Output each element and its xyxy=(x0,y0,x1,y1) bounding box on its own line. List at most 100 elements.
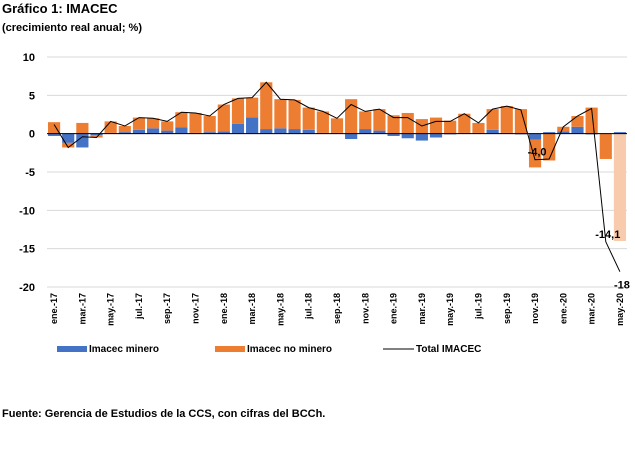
x-tick-label: ene.-19 xyxy=(389,293,399,324)
legend-label-total: Total IMACEC xyxy=(416,344,481,355)
x-tick-label: ene.-20 xyxy=(558,293,568,324)
bar-no-minero xyxy=(147,118,160,129)
x-axis-ticks: ene.-17 mar.-17 may.-17 jul.-17 sep.-17 nov.-… xyxy=(49,293,625,326)
bar-minero xyxy=(486,129,499,134)
bar-no-minero xyxy=(203,116,216,133)
bar-minero xyxy=(260,129,273,134)
bar-no-minero xyxy=(599,133,612,159)
bar-minero xyxy=(62,133,75,143)
bar-no-minero xyxy=(90,135,103,138)
x-tick-label: nov.-18 xyxy=(360,293,370,324)
bar-no-minero xyxy=(246,97,259,118)
bar-minero xyxy=(528,133,542,140)
y-tick-label: -20 xyxy=(19,282,35,294)
bar-no-minero xyxy=(387,115,400,134)
bar-no-minero xyxy=(557,126,570,132)
bar-no-minero xyxy=(486,109,499,130)
bar-minero xyxy=(415,133,428,141)
x-tick-label: sep.-19 xyxy=(502,293,512,324)
bar-minero xyxy=(543,132,556,134)
bar-no-minero xyxy=(373,109,386,131)
bar-minero xyxy=(175,127,188,134)
bar-no-minero xyxy=(359,111,372,130)
bar-no-minero xyxy=(288,99,301,130)
total-line xyxy=(53,81,621,272)
bar-minero xyxy=(47,133,61,136)
bar-minero xyxy=(246,117,259,134)
bar-no-minero xyxy=(161,121,174,131)
y-tick-label: -5 xyxy=(25,167,35,179)
y-tick-label: 0 xyxy=(29,129,35,141)
bar-no-minero xyxy=(302,107,315,130)
bar-minero xyxy=(132,129,146,134)
x-tick-label: may.-18 xyxy=(275,293,285,326)
bar-minero xyxy=(345,133,358,140)
data-label: -18 xyxy=(614,280,630,292)
x-tick-label: may.-19 xyxy=(445,293,455,326)
x-tick-label: jul.-19 xyxy=(473,293,483,320)
x-tick-label: sep.-18 xyxy=(332,293,342,324)
bar-no-minero xyxy=(528,139,542,168)
bar-minero xyxy=(90,133,103,136)
bar-no-minero xyxy=(330,118,344,133)
x-tick-label: ene.-18 xyxy=(219,293,229,324)
bar-no-minero xyxy=(500,106,513,133)
legend: Imacec minero Imacec no minero Total IMA… xyxy=(57,344,481,355)
data-labels: -4,0 -14,1 -18 xyxy=(528,147,630,292)
grid-lines xyxy=(47,56,627,288)
bar-no-minero xyxy=(613,133,627,241)
bar-no-minero xyxy=(260,82,273,130)
bar-no-minero xyxy=(118,126,131,133)
bar-no-minero xyxy=(514,109,527,134)
bar-no-minero xyxy=(585,107,598,134)
x-tick-label: ene.-17 xyxy=(49,293,59,324)
x-tick-label: mar.-20 xyxy=(587,293,597,325)
x-tick-label: may.-17 xyxy=(106,293,116,326)
bar-no-minero xyxy=(401,112,414,134)
bar-minero xyxy=(557,131,570,134)
x-tick-label: mar.-17 xyxy=(77,293,87,325)
bar-no-minero xyxy=(189,112,202,133)
bar-no-minero xyxy=(571,116,584,127)
bar-no-minero xyxy=(231,98,245,124)
legend-label-minero: Imacec minero xyxy=(89,344,159,355)
bar-minero xyxy=(359,129,372,134)
x-tick-label: jul.-18 xyxy=(304,293,314,320)
bar-minero xyxy=(401,133,414,139)
bar-no-minero xyxy=(472,122,485,133)
x-tick-label: sep.-17 xyxy=(162,293,172,324)
bar-minero xyxy=(429,133,443,138)
bar-minero xyxy=(302,129,315,134)
legend-swatch-minero xyxy=(57,346,87,352)
bar-no-minero xyxy=(104,121,117,133)
x-tick-label: jul.-17 xyxy=(134,293,144,320)
bar-no-minero xyxy=(316,111,329,133)
bars xyxy=(47,82,627,241)
bar-no-minero xyxy=(429,117,443,134)
y-tick-label: 5 xyxy=(29,90,35,102)
bar-minero xyxy=(231,123,245,134)
x-tick-label: mar.-18 xyxy=(247,293,257,325)
bar-minero xyxy=(203,132,216,134)
bar-no-minero xyxy=(458,113,471,133)
y-tick-label: -15 xyxy=(19,244,35,256)
source-note: Fuente: Gerencia de Estudios de la CCS, … xyxy=(2,408,326,420)
bar-minero xyxy=(274,128,287,134)
bar-minero xyxy=(147,128,160,134)
data-label: -4,0 xyxy=(528,147,547,159)
chart-subtitle: (crecimiento real anual; %) xyxy=(2,22,142,34)
x-tick-label: nov.-17 xyxy=(191,293,201,324)
y-axis-ticks: 10 5 0 -5 -10 -15 -20 xyxy=(19,52,35,294)
bar-minero xyxy=(288,129,301,134)
total-imacec-line xyxy=(53,81,621,272)
bar-minero xyxy=(571,126,584,134)
bar-minero xyxy=(118,132,131,134)
bar-minero xyxy=(613,132,627,134)
bar-no-minero xyxy=(76,122,89,134)
x-tick-label: may.-20 xyxy=(615,293,625,326)
bar-no-minero xyxy=(217,104,230,132)
bar-no-minero xyxy=(543,133,556,161)
legend-label-no-minero: Imacec no minero xyxy=(247,344,332,355)
bar-minero xyxy=(373,130,386,134)
